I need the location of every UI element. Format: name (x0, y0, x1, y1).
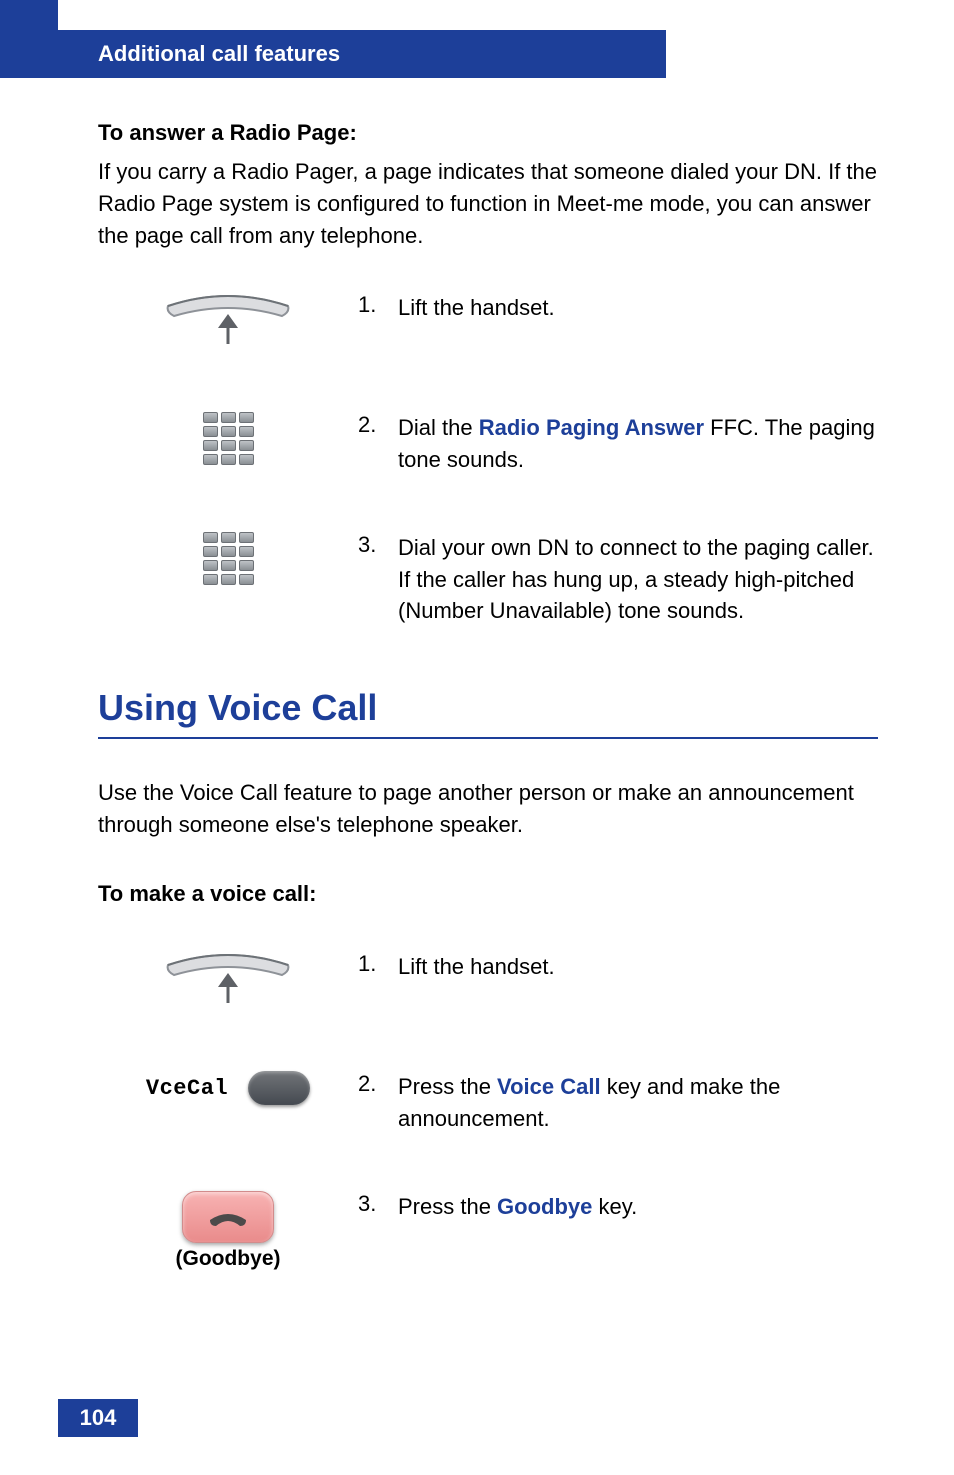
section2-intro: Use the Voice Call feature to page anoth… (98, 777, 878, 841)
section1-step-row: 1. Lift the handset. (98, 292, 878, 362)
ffc-label: Radio Paging Answer (479, 415, 704, 440)
step-text: Lift the handset. (398, 951, 878, 983)
goodbye-key-group: (Goodbye) (98, 1191, 358, 1271)
ffc-label: Goodbye (497, 1194, 592, 1219)
step-number: 3. (358, 1191, 398, 1217)
page-content: To answer a Radio Page: If you carry a R… (98, 120, 878, 1321)
section1-heading: To answer a Radio Page: (98, 120, 878, 146)
step-text-post: key. (592, 1194, 637, 1219)
section2-heading: To make a voice call: (98, 881, 878, 907)
header-band: Additional call features (58, 30, 666, 78)
step-text: Press the Voice Call key and make the an… (398, 1071, 878, 1135)
section1-intro: If you carry a Radio Pager, a page indic… (98, 156, 878, 252)
section2-step-row: (Goodbye) 3. Press the Goodbye key. (98, 1191, 878, 1271)
step-number: 2. (358, 412, 398, 438)
handset-icon (98, 951, 358, 1007)
section1-step-row: 3. Dial your own DN to connect to the pa… (98, 532, 878, 628)
step-number: 1. (358, 951, 398, 977)
step-text: Lift the handset. (398, 292, 878, 324)
step-number: 3. (358, 532, 398, 558)
step-text-pre: Press the (398, 1074, 497, 1099)
step-number: 1. (358, 292, 398, 318)
section2-step-row: 1. Lift the handset. (98, 951, 878, 1021)
vcecal-key-group: VceCal (98, 1071, 358, 1105)
step-number: 2. (358, 1071, 398, 1097)
section1-step-row: 2. Dial the Radio Paging Answer FFC. The… (98, 412, 878, 482)
header-title: Additional call features (98, 41, 340, 67)
step-text-pre: Press the (398, 1194, 497, 1219)
page-number: 104 (58, 1399, 138, 1437)
keypad-icon (98, 412, 358, 465)
step-text: Press the Goodbye key. (398, 1191, 878, 1223)
left-margin (0, 0, 58, 1475)
step-text: Dial your own DN to connect to the pagin… (398, 532, 878, 628)
section2-step-row: VceCal 2. Press the Voice Call key and m… (98, 1071, 878, 1141)
goodbye-key-icon (182, 1191, 274, 1243)
left-margin-top-block (0, 0, 58, 78)
section-rule (98, 737, 878, 739)
section2-title: Using Voice Call (98, 687, 878, 729)
goodbye-caption: (Goodbye) (176, 1247, 281, 1271)
keypad-icon (98, 532, 358, 585)
step-text-pre: Dial the (398, 415, 479, 440)
step-text: Dial the Radio Paging Answer FFC. The pa… (398, 412, 878, 476)
vcecal-label: VceCal (146, 1076, 228, 1101)
handset-icon (98, 292, 358, 348)
ffc-label: Voice Call (497, 1074, 601, 1099)
soft-key-icon (248, 1071, 310, 1105)
